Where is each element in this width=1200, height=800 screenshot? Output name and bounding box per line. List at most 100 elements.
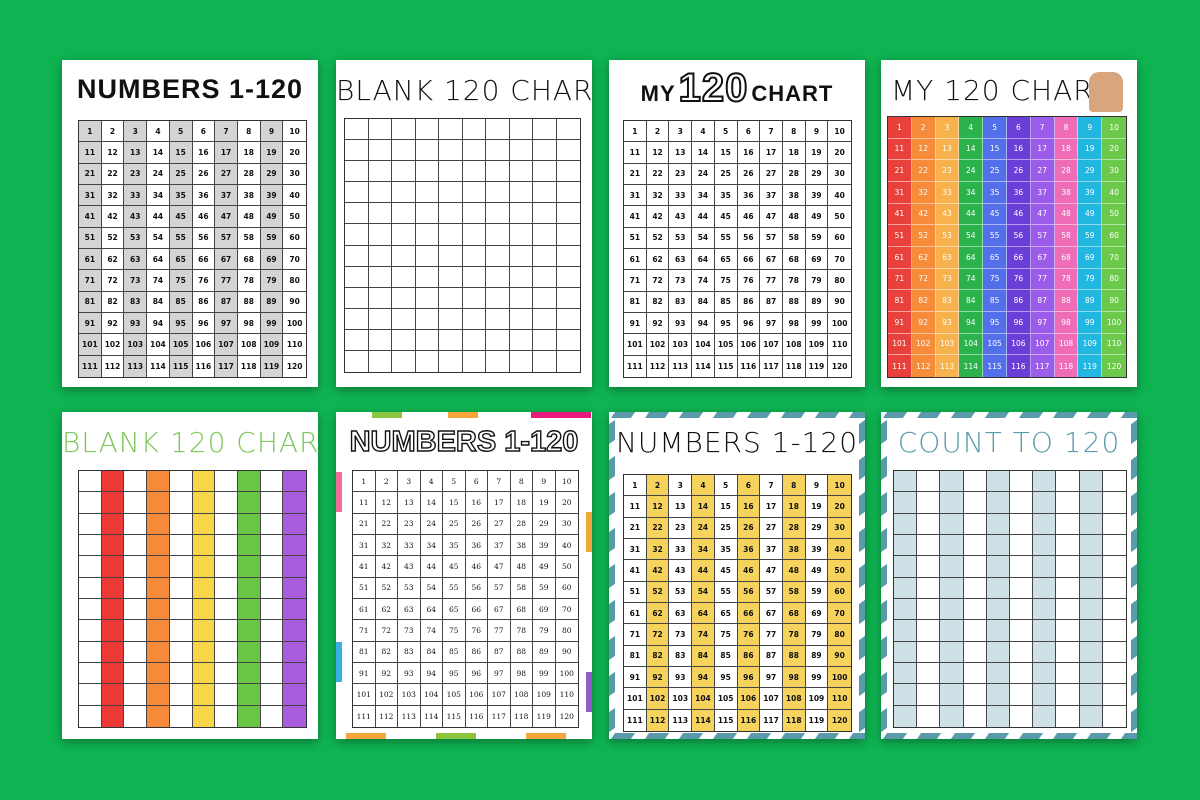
grid-cell: 75 <box>714 270 738 292</box>
confetti-decoration <box>336 472 342 512</box>
grid-cell: 119 <box>260 355 284 377</box>
grid-cell <box>79 535 102 557</box>
grid-cell <box>1079 684 1103 706</box>
grid-cell <box>368 203 392 225</box>
grid-cell <box>1079 641 1103 663</box>
grid-cell: 66 <box>737 249 761 271</box>
grid-cell: 2 <box>375 471 398 493</box>
grid-cell <box>169 535 193 557</box>
chart-worksheet-rainbow[interactable]: MY 120 CHART 1 2 3 4 5 6 7 8 9 10 11 12 13 14 15 16 17 18 1… <box>881 60 1137 387</box>
grid-cell: 42 <box>646 206 670 228</box>
grid-cell: 35 <box>443 535 466 557</box>
grid-cell: 22 <box>911 160 936 182</box>
grid-cell <box>147 663 170 685</box>
grid-cell: 33 <box>398 535 421 557</box>
grid-cell: 100 <box>828 667 851 689</box>
grid-cell: 45 <box>714 206 738 228</box>
chart-worksheet-rainbow-blank[interactable]: BLANK 120 CHART <box>62 412 318 739</box>
grid-cell <box>1102 620 1126 642</box>
chart-worksheet-yellow[interactable]: NUMBERS 1-120 1 2 3 4 5 6 7 8 9 10 11 12 13 14 15 16 17 18… <box>609 412 865 739</box>
chart-worksheet-blank[interactable]: BLANK 120 CHART <box>336 60 592 387</box>
grid-cell <box>392 287 416 309</box>
grid-cell <box>486 119 510 141</box>
grid-cell <box>1056 471 1080 493</box>
grid-cell <box>486 203 510 225</box>
grid-cell: 119 <box>533 705 556 727</box>
grid-cell: 62 <box>911 246 936 269</box>
grid-cell <box>509 350 533 372</box>
grid-cell <box>237 684 261 706</box>
grid-cell: 72 <box>646 624 670 646</box>
grid-cell: 82 <box>646 645 670 667</box>
grid-cell: 88 <box>1054 290 1079 312</box>
grid-cell: 117 <box>215 355 238 377</box>
grid-cell <box>192 620 216 642</box>
grid-cell: 38 <box>510 535 533 557</box>
grid-cell: 119 <box>1078 355 1103 377</box>
grid-cell: 52 <box>375 577 398 599</box>
grid-cell <box>1033 492 1057 514</box>
grid-cell: 13 <box>935 138 960 161</box>
grid-cell <box>509 203 533 225</box>
grid-cell: 87 <box>488 641 511 663</box>
grid-cell: 73 <box>124 270 148 292</box>
border-stripe <box>859 455 865 481</box>
grid-cell: 91 <box>79 313 102 335</box>
border-stripe <box>1131 527 1137 553</box>
grid-cell <box>940 556 964 578</box>
grid-cell: 112 <box>101 355 125 377</box>
grid-cell: 67 <box>488 599 511 621</box>
grid-cell: 100 <box>828 313 851 335</box>
grid-cell: 26 <box>465 513 488 535</box>
grid-cell: 97 <box>760 667 783 689</box>
grid-cell <box>917 663 941 685</box>
grid-cell: 22 <box>375 513 398 535</box>
grid-cell <box>963 556 987 578</box>
border-stripe <box>609 527 615 553</box>
grid-cell: 7 <box>215 121 238 143</box>
grid-cell <box>169 620 193 642</box>
grid-cell: 102 <box>646 688 670 710</box>
border-stripe <box>610 412 636 418</box>
grid-cell <box>986 599 1010 621</box>
grid-cell: 44 <box>692 206 715 228</box>
grid-cell: 63 <box>669 603 693 625</box>
border-stripe <box>1018 412 1044 418</box>
grid-cell <box>1079 471 1103 493</box>
grid-cell <box>1079 663 1103 685</box>
grid-cell <box>963 535 987 557</box>
grid-cell <box>169 599 193 621</box>
grid-cell: 108 <box>782 334 806 356</box>
grid-cell: 24 <box>692 163 715 185</box>
grid-cell: 102 <box>646 334 670 356</box>
grid-cell: 106 <box>737 334 761 356</box>
grid-cell: 32 <box>646 185 670 207</box>
grid-cell: 21 <box>624 163 647 185</box>
grid-cell: 91 <box>624 667 647 689</box>
grid-cell: 33 <box>669 185 693 207</box>
grid-cell <box>894 513 918 535</box>
grid-cell <box>894 577 918 599</box>
grid-cell: 84 <box>959 290 984 312</box>
grid-cell: 57 <box>488 577 511 599</box>
grid-cell: 45 <box>169 206 193 228</box>
grid-cell: 30 <box>828 163 851 185</box>
chart-worksheet-blue[interactable]: COUNT TO 120 <box>881 412 1137 739</box>
grid-cell: 25 <box>714 517 738 539</box>
grid-cell: 94 <box>692 667 715 689</box>
grid-cell: 4 <box>692 475 715 497</box>
grid-cell <box>533 308 557 330</box>
grid-cell: 82 <box>101 291 125 313</box>
grid-cell <box>1010 684 1034 706</box>
grid-cell: 93 <box>669 667 693 689</box>
grid-cell: 2 <box>646 475 670 497</box>
chart-worksheet-plain[interactable]: MY120 CHART 1 2 3 4 5 6 7 8 9 10 11 12 13 14 15 16 17 18 19 2… <box>609 60 865 387</box>
grid-cell: 27 <box>760 163 783 185</box>
chart-worksheet-outline[interactable]: NUMBERS 1-120 1 2 3 4 5 6 7 8 9 10 11 12 13 14 15 16 17 18… <box>336 412 592 739</box>
grid-cell: 8 <box>782 121 806 143</box>
grid-cell: 18 <box>510 492 533 514</box>
grid-cell <box>415 224 439 246</box>
chart-worksheet-gray[interactable]: NUMBERS 1-120 1 2 3 4 5 6 7 8 9 10 11 12 13 14 15 16 17 18… <box>62 60 318 387</box>
grid-cell <box>556 224 580 246</box>
grid-cell: 86 <box>192 291 216 313</box>
